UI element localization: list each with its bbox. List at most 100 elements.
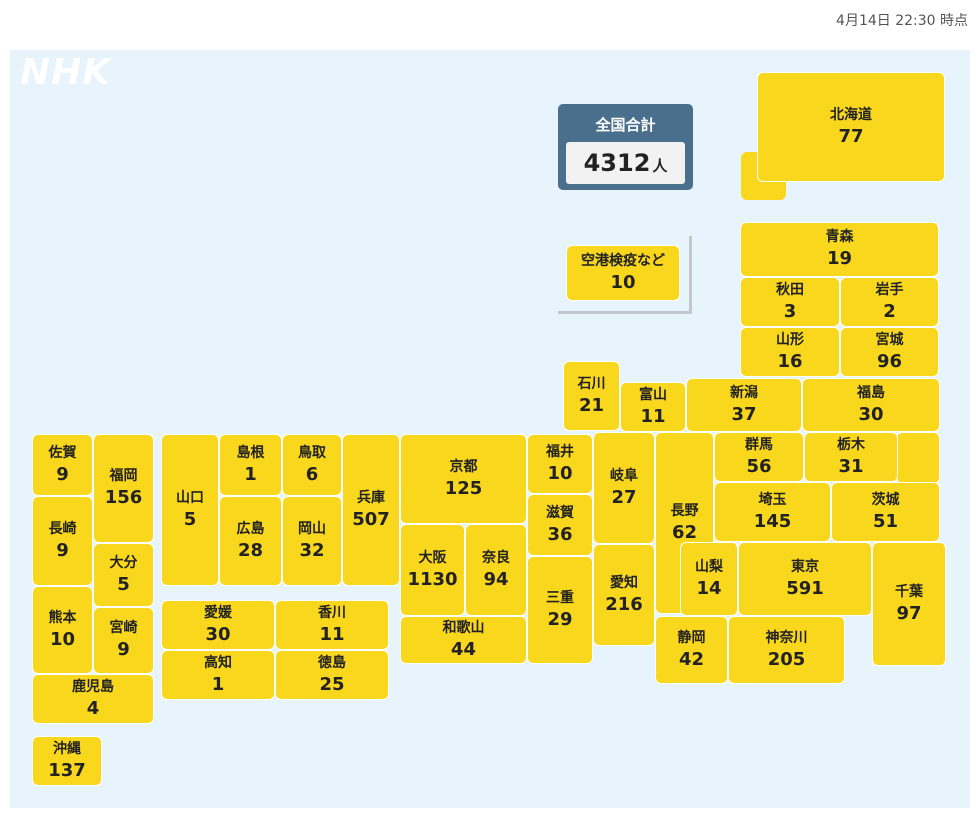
prefecture-nara[interactable]: 奈良 94 — [465, 524, 527, 616]
prefecture-count: 145 — [753, 510, 792, 532]
prefecture-count: 2 — [883, 300, 896, 322]
prefecture-nagasaki[interactable]: 長崎 9 — [32, 496, 93, 586]
prefecture-count: 21 — [578, 394, 605, 416]
prefecture-okinawa[interactable]: 沖縄 137 — [32, 736, 102, 786]
prefecture-tottori[interactable]: 鳥取 6 — [282, 434, 342, 496]
prefecture-hokkaido[interactable]: 北海道 77 — [757, 72, 945, 182]
prefecture-gifu[interactable]: 岐阜 27 — [593, 432, 655, 544]
prefecture-count: 97 — [896, 602, 922, 624]
prefecture-niigata[interactable]: 新潟 37 — [686, 378, 802, 432]
prefecture-yamagata[interactable]: 山形 16 — [740, 327, 840, 377]
prefecture-name: 石川 — [577, 375, 606, 392]
prefecture-name: 京都 — [449, 458, 478, 475]
prefecture-name: 山口 — [176, 489, 204, 506]
prefecture-wakayama[interactable]: 和歌山 44 — [400, 616, 527, 664]
prefecture-name: 青森 — [825, 229, 854, 246]
prefecture-name: 高知 — [204, 654, 232, 671]
prefecture-yamanashi[interactable]: 山梨 14 — [680, 542, 738, 616]
prefecture-count: 62 — [671, 521, 698, 543]
tohoku-filler — [896, 432, 940, 484]
prefecture-count: 77 — [838, 125, 864, 147]
prefecture-count: 36 — [547, 523, 573, 545]
prefecture-aomori[interactable]: 青森 19 — [740, 222, 939, 277]
prefecture-name: 大阪 — [418, 549, 447, 566]
total-value: 4312 — [583, 149, 651, 177]
prefecture-name: 岐阜 — [610, 467, 638, 484]
prefecture-name: 徳島 — [318, 654, 346, 671]
prefecture-saga[interactable]: 佐賀 9 — [32, 434, 93, 496]
prefecture-hiroshima[interactable]: 広島 28 — [219, 496, 282, 586]
prefecture-fukui[interactable]: 福井 10 — [527, 434, 593, 494]
prefecture-toyama[interactable]: 富山 11 — [620, 382, 686, 432]
prefecture-name: 岡山 — [298, 520, 326, 537]
prefecture-name: 熊本 — [48, 609, 77, 626]
prefecture-kumamoto[interactable]: 熊本 10 — [32, 586, 93, 674]
prefecture-name: 神奈川 — [765, 629, 808, 646]
prefecture-count: 4 — [86, 697, 100, 719]
prefecture-shimane[interactable]: 島根 1 — [219, 434, 282, 496]
prefecture-kagawa[interactable]: 香川 11 — [275, 600, 389, 650]
prefecture-count: 11 — [319, 623, 345, 645]
total-unit: 人 — [652, 157, 668, 175]
prefecture-ishikawa[interactable]: 石川 21 — [563, 361, 620, 431]
prefecture-iwate[interactable]: 岩手 2 — [840, 277, 939, 327]
prefecture-tokushima[interactable]: 徳島 25 — [275, 650, 389, 700]
prefecture-count: 1 — [244, 463, 257, 485]
timestamp: 4月14日 22:30 時点 — [836, 13, 968, 29]
prefecture-miyagi[interactable]: 宮城 96 — [840, 327, 939, 377]
prefecture-quarantine[interactable]: 空港検疫など 10 — [566, 245, 680, 301]
total-value-box: 4312 人 — [566, 142, 685, 184]
prefecture-kochi[interactable]: 高知 1 — [161, 650, 275, 700]
prefecture-name: 滋賀 — [546, 504, 574, 521]
prefecture-tokyo[interactable]: 東京 591 — [738, 542, 872, 616]
prefecture-name: 奈良 — [482, 549, 510, 566]
prefecture-name: 長野 — [670, 502, 699, 519]
prefecture-shiga[interactable]: 滋賀 36 — [527, 494, 593, 556]
prefecture-name: 和歌山 — [442, 619, 485, 636]
prefecture-saitama[interactable]: 埼玉 145 — [714, 482, 831, 542]
prefecture-hyogo[interactable]: 兵庫 507 — [342, 434, 400, 586]
prefecture-gunma[interactable]: 群馬 56 — [714, 432, 804, 482]
prefecture-count: 29 — [547, 608, 573, 630]
national-total-card: 全国合計 4312 人 — [558, 104, 693, 190]
prefecture-tochigi[interactable]: 栃木 31 — [804, 432, 898, 482]
prefecture-count: 5 — [183, 508, 197, 530]
prefecture-count: 205 — [767, 648, 806, 670]
prefecture-akita[interactable]: 秋田 3 — [740, 277, 840, 327]
prefecture-miyazaki[interactable]: 宮崎 9 — [93, 607, 154, 674]
prefecture-kyoto[interactable]: 京都 125 — [400, 434, 527, 524]
quarantine-shadow — [558, 236, 692, 314]
prefecture-kanagawa[interactable]: 神奈川 205 — [728, 616, 845, 684]
prefecture-fukuoka[interactable]: 福岡 156 — [93, 434, 154, 543]
prefecture-name: 鳥取 — [298, 444, 326, 461]
prefecture-name: 栃木 — [837, 436, 865, 453]
prefecture-oita[interactable]: 大分 5 — [93, 543, 154, 607]
prefecture-aichi[interactable]: 愛知 216 — [593, 544, 655, 646]
nhk-logo: NHK — [20, 52, 112, 93]
prefecture-count: 30 — [205, 623, 231, 645]
prefecture-name: 静岡 — [677, 629, 706, 646]
prefecture-osaka[interactable]: 大阪 1130 — [400, 524, 465, 616]
prefecture-count: 27 — [611, 486, 637, 508]
prefecture-kagoshima[interactable]: 鹿児島 4 — [32, 674, 154, 724]
prefecture-name: 空港検疫など — [581, 252, 665, 269]
prefecture-ehime[interactable]: 愛媛 30 — [161, 600, 275, 650]
prefecture-mie[interactable]: 三重 29 — [527, 556, 593, 664]
prefecture-count: 3 — [783, 300, 797, 322]
prefecture-count: 32 — [299, 539, 325, 561]
prefecture-name: 富山 — [639, 386, 667, 403]
prefecture-name: 香川 — [318, 604, 346, 621]
prefecture-okayama[interactable]: 岡山 32 — [282, 496, 342, 586]
prefecture-name: 宮崎 — [109, 620, 138, 637]
prefecture-count: 216 — [605, 593, 643, 615]
prefecture-name: 愛知 — [610, 574, 638, 591]
prefecture-yamaguchi[interactable]: 山口 5 — [161, 434, 219, 586]
prefecture-count: 156 — [104, 487, 143, 509]
prefecture-count: 30 — [858, 403, 884, 425]
prefecture-count: 10 — [610, 271, 636, 293]
prefecture-name: 福島 — [857, 384, 885, 401]
prefecture-shizuoka[interactable]: 静岡 42 — [655, 616, 728, 684]
prefecture-ibaraki[interactable]: 茨城 51 — [831, 482, 940, 542]
prefecture-fukushima[interactable]: 福島 30 — [802, 378, 940, 432]
prefecture-chiba[interactable]: 千葉 97 — [872, 542, 946, 666]
